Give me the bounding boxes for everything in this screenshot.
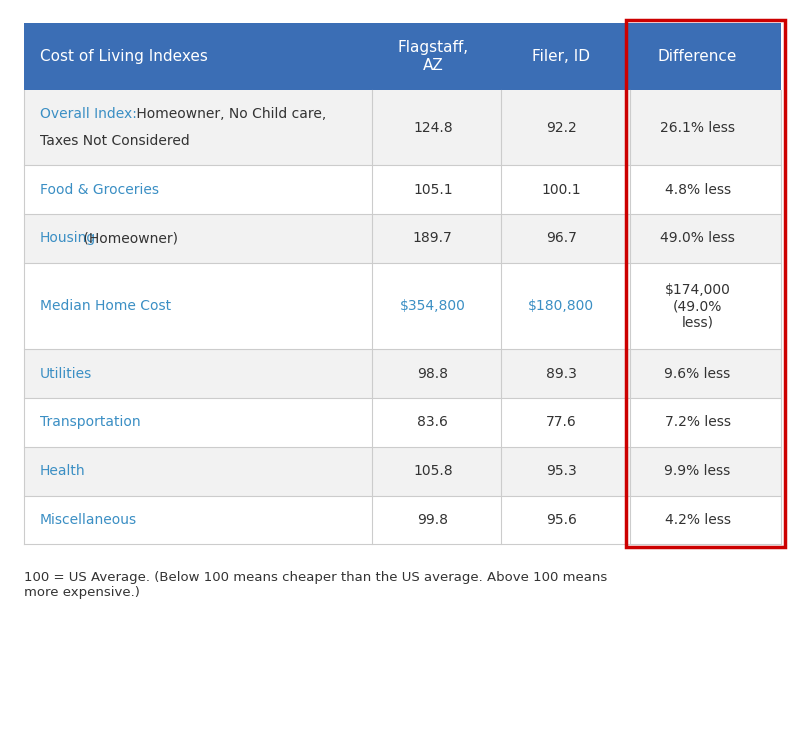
Text: Flagstaff,
AZ: Flagstaff, AZ [397, 40, 469, 73]
Bar [24, 349, 781, 398]
Text: 105.1: 105.1 [413, 182, 452, 197]
Text: Food & Groceries: Food & Groceries [39, 182, 159, 197]
Text: Cost of Living Indexes: Cost of Living Indexes [39, 49, 208, 64]
Text: $180,800: $180,800 [528, 299, 594, 313]
Text: 92.2: 92.2 [546, 121, 576, 134]
Text: Difference: Difference [658, 49, 737, 64]
Text: 95.3: 95.3 [546, 464, 576, 478]
Text: 100 = US Average. (Below 100 means cheaper than the US average. Above 100 means
: 100 = US Average. (Below 100 means cheap… [24, 571, 608, 599]
Text: $174,000
(49.0%
less): $174,000 (49.0% less) [665, 283, 731, 329]
Text: 83.6: 83.6 [417, 415, 448, 430]
Text: Overall Index:: Overall Index: [0, 750, 1, 751]
Text: 96.7: 96.7 [546, 231, 577, 246]
Text: 99.8: 99.8 [417, 513, 448, 527]
Text: 95.6: 95.6 [546, 513, 577, 527]
Bar [24, 398, 781, 447]
Text: Homeowner, No Child care,: Homeowner, No Child care, [132, 107, 327, 121]
Text: 4.2% less: 4.2% less [665, 513, 731, 527]
Bar [24, 214, 781, 263]
Text: 105.8: 105.8 [413, 464, 452, 478]
Text: 26.1% less: 26.1% less [660, 121, 735, 134]
Bar [24, 165, 781, 214]
Text: 49.0% less: 49.0% less [660, 231, 735, 246]
Text: Filer, ID: Filer, ID [532, 49, 590, 64]
Text: Taxes Not Considered: Taxes Not Considered [39, 134, 189, 148]
Bar [24, 263, 781, 349]
Text: Median Home Cost: Median Home Cost [39, 299, 171, 313]
Text: 77.6: 77.6 [546, 415, 576, 430]
Text: Miscellaneous: Miscellaneous [39, 513, 137, 527]
Text: (Homeowner): (Homeowner) [79, 231, 178, 246]
Text: Health: Health [39, 464, 85, 478]
Bar [626, 20, 785, 547]
Bar [24, 496, 781, 544]
Bar [24, 23, 781, 90]
Text: Housing: Housing [39, 231, 96, 246]
Text: 9.9% less: 9.9% less [664, 464, 731, 478]
Text: 100.1: 100.1 [542, 182, 581, 197]
Bar [24, 90, 781, 165]
Text: $354,800: $354,800 [400, 299, 466, 313]
Text: Transportation: Transportation [39, 415, 140, 430]
Text: 124.8: 124.8 [413, 121, 452, 134]
Text: 189.7: 189.7 [413, 231, 452, 246]
Text: Utilities: Utilities [39, 366, 92, 381]
Text: 98.8: 98.8 [417, 366, 448, 381]
Text: 89.3: 89.3 [546, 366, 577, 381]
Bar [24, 447, 781, 496]
Text: 4.8% less: 4.8% less [665, 182, 731, 197]
Text: 9.6% less: 9.6% less [664, 366, 731, 381]
Text: 7.2% less: 7.2% less [665, 415, 731, 430]
Text: Overall Index:: Overall Index: [39, 107, 137, 121]
